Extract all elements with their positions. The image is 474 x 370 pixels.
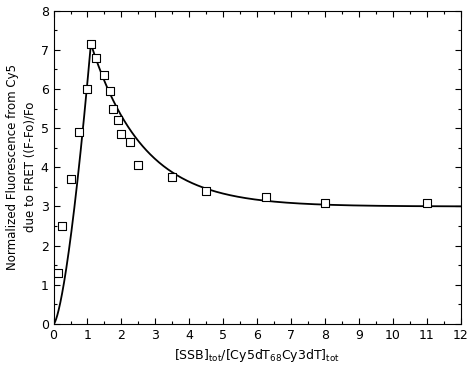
Point: [106, 88, 113, 94]
Point: [126, 139, 134, 145]
Point: [262, 194, 269, 200]
Point: [75, 129, 83, 135]
Point: [67, 176, 74, 182]
Point: [100, 72, 108, 78]
Point: [423, 199, 430, 205]
Point: [118, 131, 125, 137]
X-axis label: $\mathregular{[SSB]_{tot}/[Cy5dT_{68}Cy3dT]_{tot}}$: $\mathregular{[SSB]_{tot}/[Cy5dT_{68}Cy3…: [174, 347, 340, 364]
Point: [54, 270, 62, 276]
Point: [58, 223, 66, 229]
Point: [84, 86, 91, 92]
Point: [92, 55, 100, 61]
Point: [114, 117, 122, 123]
Y-axis label: Normalized Fluorescence from Cy5
due to FRET ((F-Fo)/Fo: Normalized Fluorescence from Cy5 due to …: [6, 64, 36, 270]
Point: [87, 41, 95, 47]
Point: [202, 188, 210, 194]
Point: [135, 162, 142, 168]
Point: [168, 174, 176, 180]
Point: [109, 105, 117, 111]
Point: [321, 199, 328, 205]
